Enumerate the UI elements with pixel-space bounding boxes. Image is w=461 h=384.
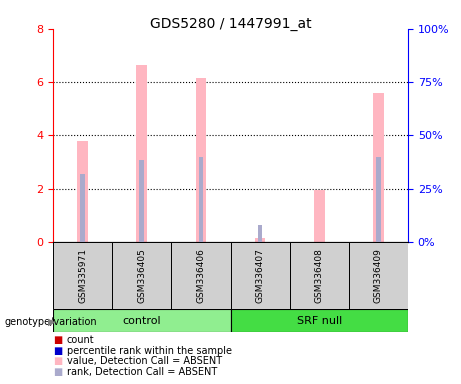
Text: GSM335971: GSM335971 (78, 248, 87, 303)
Text: rank, Detection Call = ABSENT: rank, Detection Call = ABSENT (67, 367, 217, 377)
Text: percentile rank within the sample: percentile rank within the sample (67, 346, 232, 356)
Text: genotype/variation: genotype/variation (5, 317, 97, 327)
Text: ■: ■ (53, 346, 62, 356)
Text: SRF null: SRF null (296, 316, 342, 326)
Bar (139, 160, 144, 242)
Bar (195, 78, 206, 242)
Text: GSM336409: GSM336409 (374, 248, 383, 303)
Bar (171, 242, 230, 309)
Text: ■: ■ (53, 335, 62, 345)
Text: GSM336405: GSM336405 (137, 248, 146, 303)
Bar (53, 242, 112, 309)
Bar (77, 141, 88, 242)
Bar (373, 93, 384, 242)
Bar (255, 238, 266, 242)
Bar (112, 242, 171, 309)
Bar (290, 242, 349, 309)
Text: control: control (123, 316, 161, 326)
Bar (376, 157, 381, 242)
Text: count: count (67, 335, 95, 345)
Bar (136, 65, 147, 242)
Bar (314, 190, 325, 242)
Bar (349, 242, 408, 309)
Text: value, Detection Call = ABSENT: value, Detection Call = ABSENT (67, 356, 222, 366)
Bar (230, 309, 408, 332)
Text: GDS5280 / 1447991_at: GDS5280 / 1447991_at (150, 17, 311, 31)
Text: GSM336407: GSM336407 (255, 248, 265, 303)
Text: GSM336406: GSM336406 (196, 248, 206, 303)
Text: GSM336408: GSM336408 (315, 248, 324, 303)
Text: ■: ■ (53, 367, 62, 377)
Bar (53, 309, 230, 332)
Bar (230, 242, 290, 309)
Bar (258, 225, 262, 242)
Bar (199, 157, 203, 242)
Bar (80, 174, 85, 242)
Text: ■: ■ (53, 356, 62, 366)
Text: ▶: ▶ (48, 317, 56, 327)
